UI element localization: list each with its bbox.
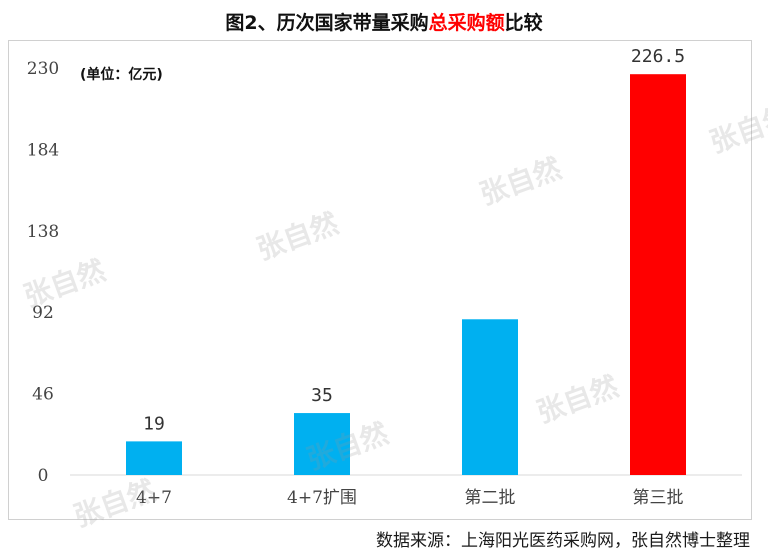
bar	[462, 319, 518, 475]
y-tick-label: 92	[32, 303, 54, 323]
y-tick-label: 184	[27, 140, 59, 160]
y-tick-label: 230	[27, 59, 59, 79]
y-tick-label: 0	[38, 466, 49, 486]
unit-label: (单位：亿元)	[80, 67, 163, 83]
chart-frame	[8, 40, 752, 520]
chart-title: 图2、历次国家带量采购总采购额比较	[0, 8, 768, 35]
bar	[126, 441, 182, 475]
title-highlight: 总采购额	[428, 12, 505, 34]
x-tick-label: 4+7	[136, 488, 172, 508]
data-label: 226.5	[631, 46, 685, 67]
y-tick-label: 46	[32, 385, 54, 405]
data-label: 19	[143, 413, 165, 434]
x-tick-label: 4+7扩围	[287, 488, 357, 508]
bar	[630, 74, 686, 475]
x-tick-label: 第三批	[633, 488, 684, 508]
y-tick-label: 138	[27, 222, 59, 242]
title-main: 图2、历次国家带量采购	[225, 12, 429, 34]
title-suffix: 比较	[504, 12, 543, 34]
source-note: 数据来源：上海阳光医药采购网，张自然博士整理	[376, 531, 750, 551]
x-tick-label: 第二批	[465, 488, 516, 508]
bar	[294, 413, 350, 475]
data-label: 35	[311, 385, 333, 406]
